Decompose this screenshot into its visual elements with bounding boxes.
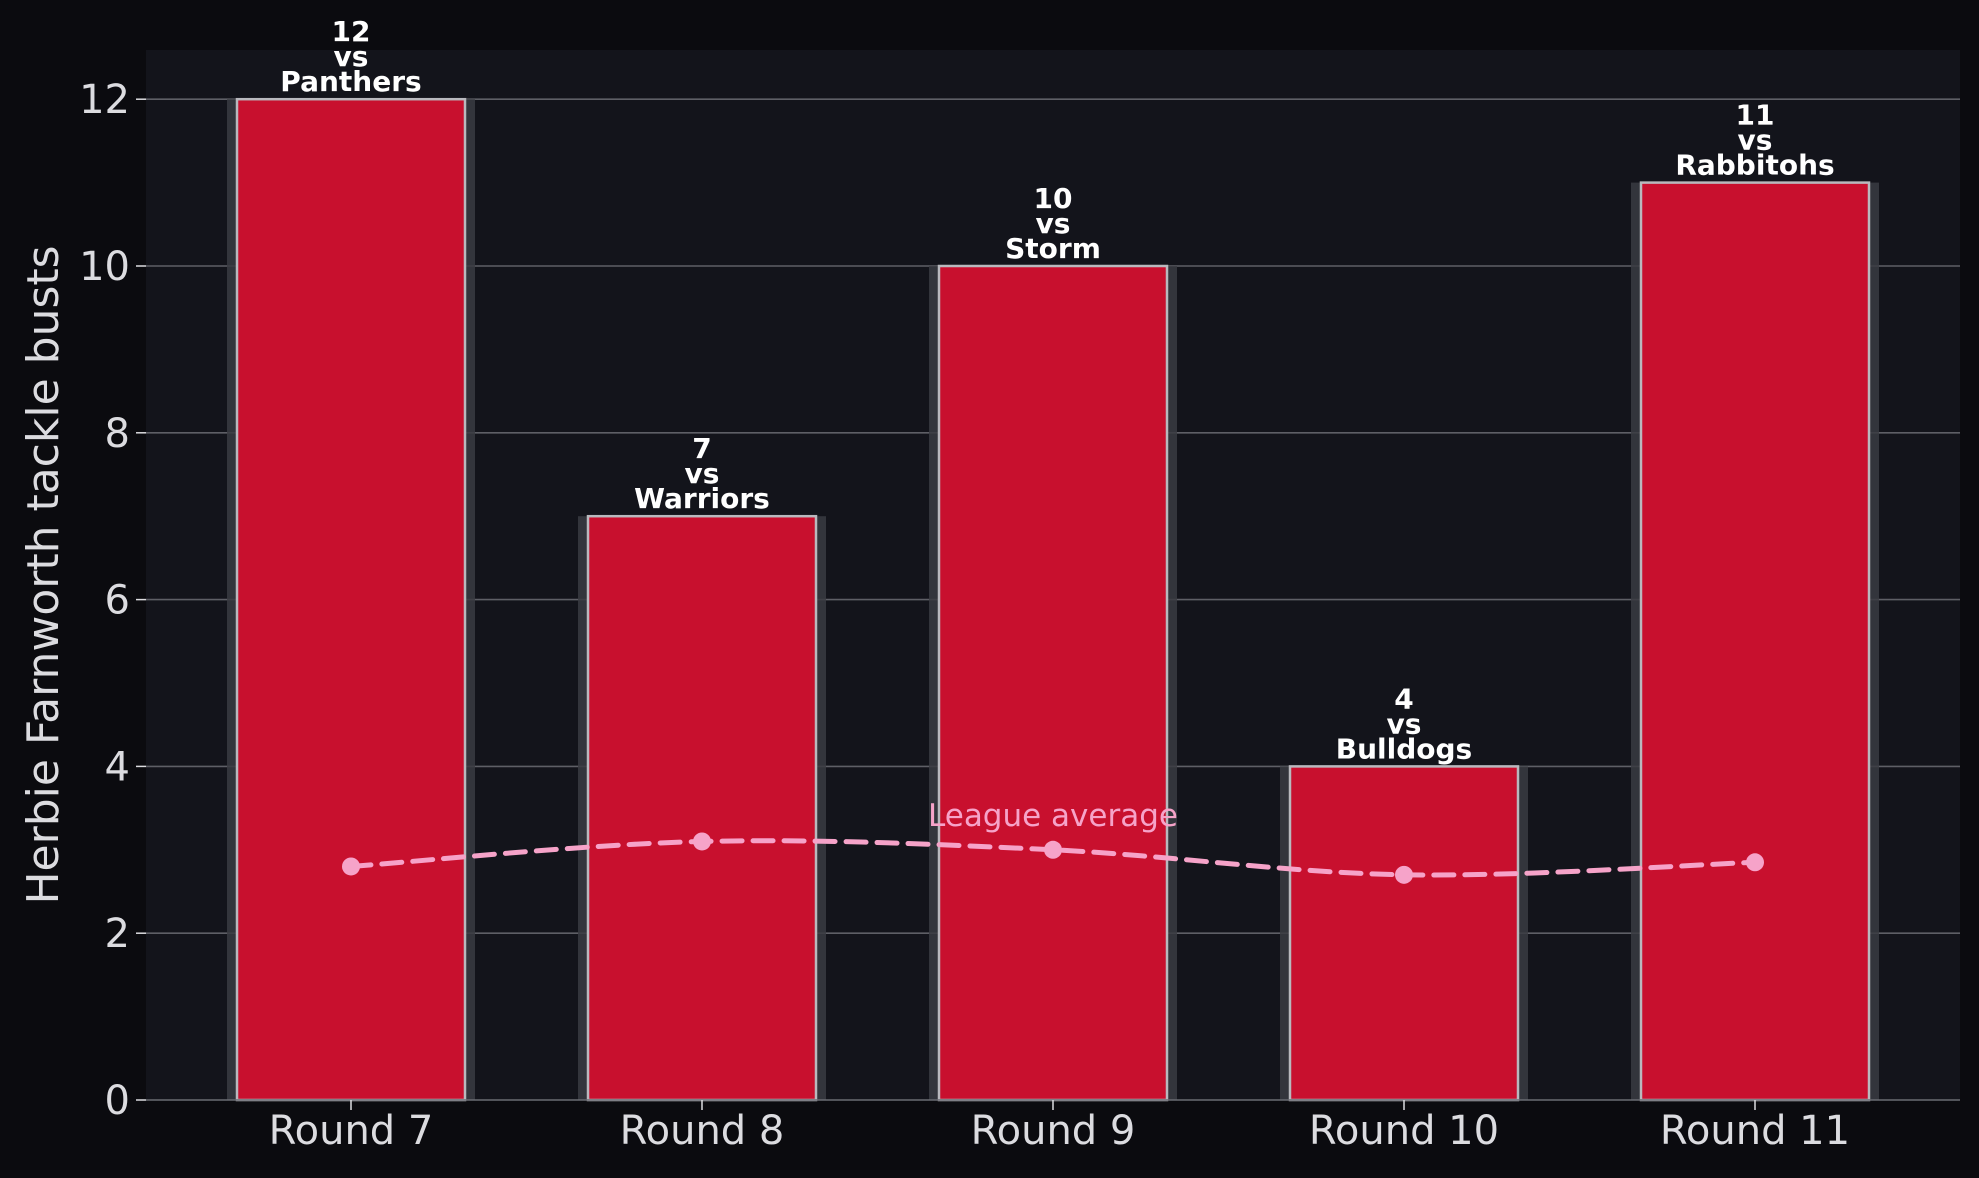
bar-value-label: vs xyxy=(1738,124,1773,157)
x-axis-ticks: Round 7 Round 8 Round 9 Round 10 Round 11 xyxy=(269,1100,1850,1154)
league-average-point xyxy=(342,857,360,876)
y-axis-label: Herbie Farnworth tackle busts xyxy=(18,245,69,904)
bar-value-label: 12 xyxy=(332,15,371,48)
bar-value-labels: 12vsPanthers7vsWarriors10vsStorm4vsBulld… xyxy=(280,15,1834,765)
league-average-point xyxy=(1395,865,1413,884)
league-average-point xyxy=(1746,853,1764,872)
bar-value-label: vs xyxy=(1036,207,1071,240)
bar-value-label: vs xyxy=(1387,707,1422,740)
bar xyxy=(235,97,467,1102)
bar xyxy=(937,264,1169,1102)
bar-value-label: Panthers xyxy=(280,65,421,98)
bar-value-label: vs xyxy=(685,457,720,490)
y-tick-label: 8 xyxy=(105,411,130,457)
league-average-label: League average xyxy=(928,798,1178,834)
y-tick-label: 6 xyxy=(105,578,130,624)
y-tick-label: 2 xyxy=(105,911,130,957)
x-tick-label: Round 8 xyxy=(620,1108,785,1154)
y-tick-label: 0 xyxy=(105,1078,130,1124)
y-tick-label: 4 xyxy=(105,744,130,790)
y-axis-ticks: 0 2 4 6 8 10 12 xyxy=(79,77,146,1124)
bar-value-label: Bulldogs xyxy=(1336,732,1472,765)
league-average-point xyxy=(693,832,711,851)
league-average-series: League average xyxy=(342,798,1764,884)
y-tick-label: 10 xyxy=(79,244,130,290)
bar xyxy=(586,514,818,1102)
bar-value-label: 7 xyxy=(692,432,711,465)
bar-value-label: vs xyxy=(334,40,369,73)
x-tick-label: Round 9 xyxy=(971,1108,1136,1154)
bar-value-label: Warriors xyxy=(634,482,770,515)
bar xyxy=(1639,181,1871,1102)
x-tick-label: Round 7 xyxy=(269,1108,434,1154)
x-tick-label: Round 10 xyxy=(1309,1108,1499,1154)
bar-value-label: Rabbitohs xyxy=(1675,149,1834,182)
league-average-point xyxy=(1044,840,1062,859)
bar xyxy=(1288,765,1520,1102)
bar-value-label: Storm xyxy=(1005,232,1101,265)
bar-value-label: 11 xyxy=(1736,99,1775,132)
bar-value-label: 4 xyxy=(1394,682,1413,715)
x-tick-label: Round 11 xyxy=(1660,1108,1850,1154)
bars xyxy=(227,97,1879,1102)
y-tick-label: 12 xyxy=(79,77,130,123)
bar-value-label: 10 xyxy=(1034,182,1073,215)
